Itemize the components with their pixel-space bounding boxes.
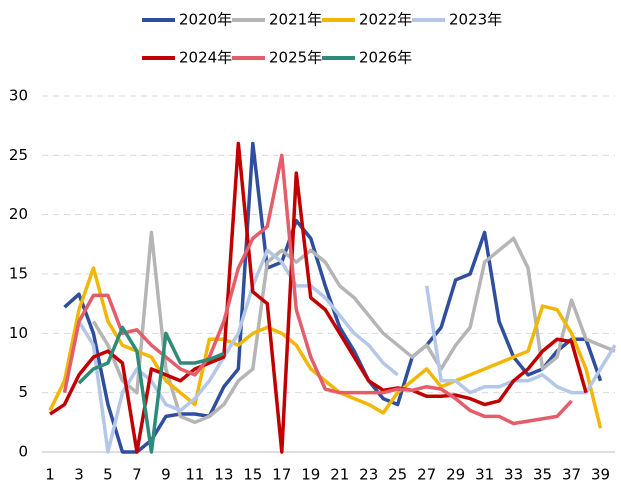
x-tick-label: 35 xyxy=(533,466,552,484)
x-tick-label: 9 xyxy=(161,466,171,484)
series-line xyxy=(77,248,617,454)
series-line xyxy=(62,153,573,426)
x-tick-label: 11 xyxy=(185,466,204,484)
y-tick-label: 20 xyxy=(9,205,28,223)
x-tick-label: 29 xyxy=(446,466,465,484)
series-line xyxy=(49,141,588,454)
x-tick-label: 21 xyxy=(330,466,349,484)
legend-label: 2020年 xyxy=(179,11,232,29)
legend-label: 2025年 xyxy=(269,49,322,67)
y-tick-label: 0 xyxy=(18,443,28,461)
x-tick-label: 25 xyxy=(388,466,407,484)
x-tick-label: 39 xyxy=(591,466,610,484)
x-tick-label: 37 xyxy=(562,466,581,484)
x-tick-label: 15 xyxy=(243,466,262,484)
series-line xyxy=(91,230,616,425)
x-tick-label: 13 xyxy=(214,466,233,484)
x-tick-label: 17 xyxy=(272,466,291,484)
x-tick-label: 5 xyxy=(103,466,113,484)
x-tick-label: 19 xyxy=(301,466,320,484)
x-tick-label: 33 xyxy=(504,466,523,484)
legend-label: 2024年 xyxy=(179,49,232,67)
x-tick-label: 31 xyxy=(475,466,494,484)
x-tick-label: 23 xyxy=(359,466,378,484)
y-tick-label: 15 xyxy=(9,265,28,283)
legend-label: 2022年 xyxy=(359,11,412,29)
y-tick-label: 10 xyxy=(9,324,28,342)
x-tick-label: 7 xyxy=(132,466,142,484)
series-line xyxy=(77,325,225,454)
legend-label: 2023年 xyxy=(449,11,502,29)
series-line xyxy=(48,266,603,429)
legend-label: 2026年 xyxy=(359,49,412,67)
x-tick-label: 1 xyxy=(45,466,55,484)
y-tick-label: 5 xyxy=(18,383,28,401)
x-tick-label: 3 xyxy=(74,466,84,484)
y-tick-label: 30 xyxy=(9,87,28,105)
x-tick-label: 27 xyxy=(417,466,436,484)
y-tick-label: 25 xyxy=(9,146,28,164)
legend-label: 2021年 xyxy=(269,11,322,29)
